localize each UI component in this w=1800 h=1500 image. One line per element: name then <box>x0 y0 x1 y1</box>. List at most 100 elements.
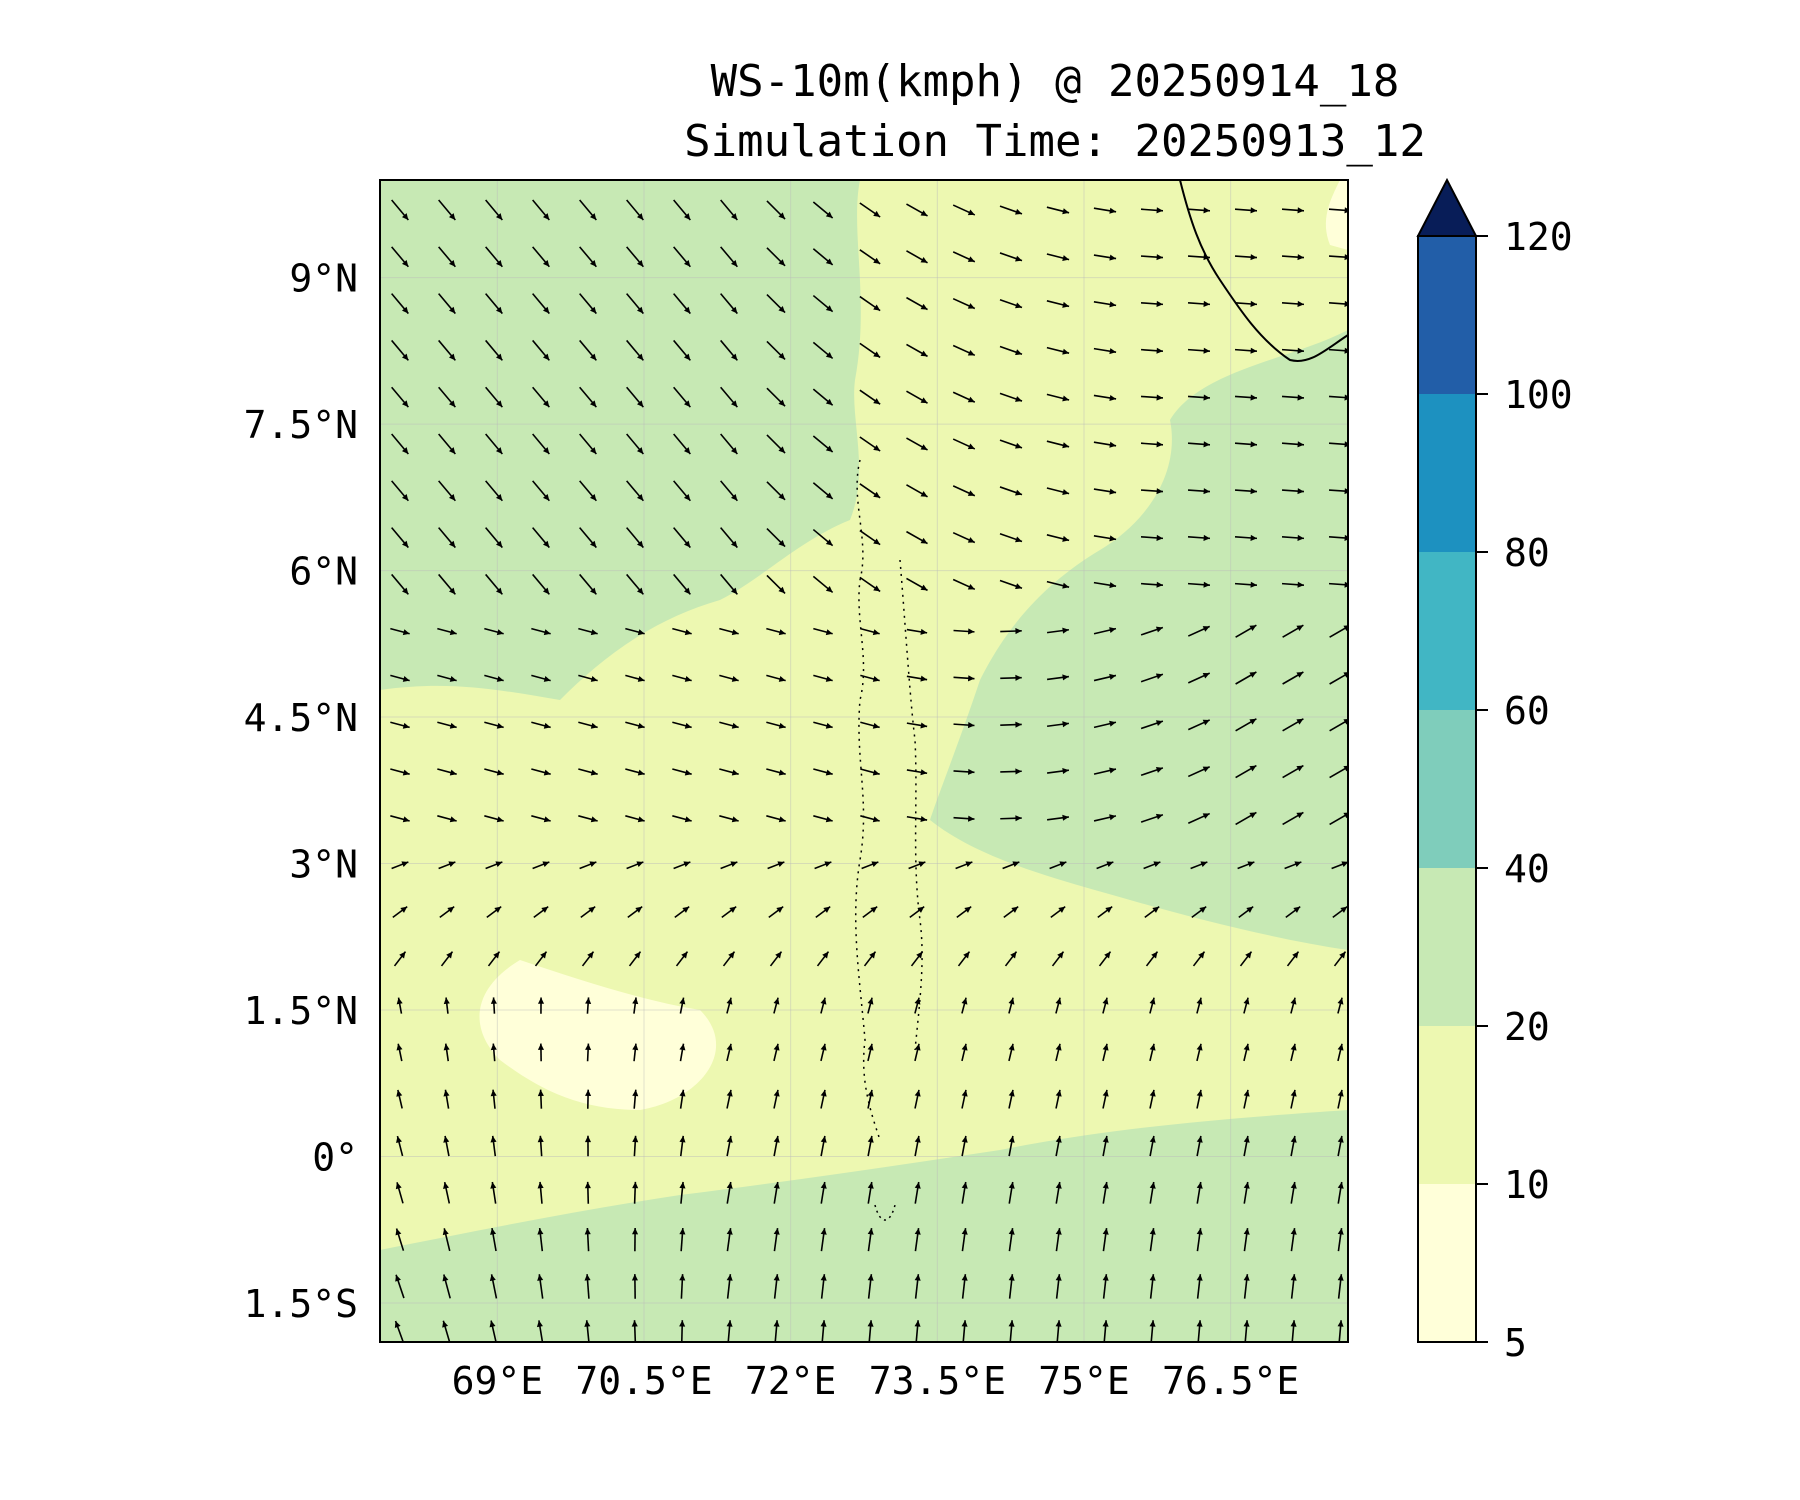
wind-arrow <box>1093 535 1117 542</box>
wind-arrow <box>1000 721 1022 728</box>
wind-arrow <box>396 1089 403 1109</box>
latitude-tick-label: 7.5°N <box>244 403 358 447</box>
wind-arrow <box>1282 624 1304 638</box>
wind-arrow <box>720 386 738 408</box>
wind-arrow <box>1140 441 1164 448</box>
wind-arrow <box>1329 718 1348 732</box>
wind-arrow <box>1337 1181 1344 1204</box>
wind-arrow <box>820 1274 827 1299</box>
wind-arrow <box>679 1043 686 1062</box>
wind-arrow <box>859 529 881 546</box>
wind-arrow <box>1102 1043 1109 1062</box>
wind-arrow <box>719 674 739 682</box>
wind-arrow <box>437 674 457 682</box>
wind-arrow <box>953 815 975 822</box>
wind-arrow <box>906 437 928 451</box>
wind-arrow <box>531 627 551 636</box>
colorbar-tick-label: 100 <box>1504 373 1573 417</box>
wind-vectors <box>390 199 1348 1342</box>
wind-arrow <box>532 339 550 361</box>
wind-arrow <box>906 769 928 776</box>
wind-arrow <box>1046 767 1070 775</box>
wind-arrow <box>1281 300 1305 307</box>
wind-arrow <box>632 1181 639 1204</box>
wind-arrow <box>1140 534 1164 541</box>
colorbar-band <box>1418 552 1476 710</box>
colorbar-tick-label: 10 <box>1504 1163 1550 1207</box>
wind-arrow <box>860 721 880 729</box>
wind-arrow <box>438 527 456 549</box>
wind-arrow <box>672 627 692 636</box>
wind-arrow <box>1290 1181 1297 1204</box>
wind-arrow <box>906 390 928 404</box>
wind-arrow <box>955 861 973 870</box>
wind-arrow <box>585 1089 592 1109</box>
wind-arrow <box>766 674 786 682</box>
wind-arrow <box>914 1043 921 1062</box>
wind-arrow <box>1329 765 1348 779</box>
wind-arrow <box>860 768 880 776</box>
wind-arrow <box>1149 1043 1156 1062</box>
wind-arrow <box>626 480 644 502</box>
wind-arrow <box>443 1089 450 1109</box>
wind-arrow <box>722 951 736 967</box>
wind-arrow <box>632 1089 639 1109</box>
wind-arrow <box>720 246 738 268</box>
wind-arrow <box>485 527 503 549</box>
wind-arrow <box>579 246 597 268</box>
wind-arrow <box>1000 628 1022 635</box>
wind-arrow <box>1243 1043 1250 1062</box>
wind-arrow <box>584 1181 591 1204</box>
wind-arrow <box>820 1043 827 1062</box>
wind-arrow <box>628 951 642 967</box>
wind-arrow <box>1187 347 1211 354</box>
wind-arrow <box>532 293 550 315</box>
coastline <box>1179 180 1348 362</box>
wind-arrow <box>626 246 644 268</box>
wind-arrow <box>1235 764 1257 779</box>
wind-arrow <box>392 905 408 919</box>
wind-arrow <box>1282 811 1304 826</box>
wind-arrow <box>438 433 456 455</box>
wind-arrow <box>1093 627 1117 635</box>
wind-arrow <box>1046 814 1070 821</box>
wind-arrow <box>1187 812 1211 824</box>
wind-arrow <box>673 293 691 315</box>
wind-arrow <box>999 579 1023 590</box>
colorbar-frame <box>1417 235 1477 1343</box>
wind-arrow <box>861 861 879 870</box>
wind-arrow <box>673 527 691 549</box>
wind-arrow <box>952 204 976 216</box>
wind-arrow <box>673 573 691 595</box>
wind-arrow <box>769 951 783 967</box>
wind-arrow <box>625 721 645 729</box>
wind-arrow <box>1239 951 1253 967</box>
wind-arrow <box>720 573 738 595</box>
wind-arrow <box>1329 812 1348 826</box>
wind-arrow <box>1093 581 1117 589</box>
wind-arrow <box>719 768 739 776</box>
wind-arrow <box>632 997 639 1014</box>
wind-arrow <box>1046 721 1070 728</box>
wind-arrow <box>532 199 550 221</box>
wind-arrow <box>1234 394 1258 401</box>
wind-arrow <box>438 573 456 595</box>
wind-arrow <box>1140 626 1164 636</box>
wind-arrow <box>396 1135 404 1157</box>
wind-arrow <box>486 905 502 919</box>
wind-arrow <box>1290 1227 1297 1252</box>
wind-arrow <box>726 1089 733 1109</box>
wind-arrow <box>1337 997 1344 1014</box>
wind-arrow <box>490 1181 497 1204</box>
wind-arrow <box>579 573 597 595</box>
wind-arrow <box>578 674 598 682</box>
wind-arrow <box>859 576 881 593</box>
wind-arrow <box>485 246 503 268</box>
wind-arrow <box>812 528 834 547</box>
wind-arrow <box>396 997 403 1014</box>
wind-arrow <box>1290 1043 1297 1062</box>
wind-arrow <box>766 200 786 220</box>
wind-arrow <box>1093 301 1117 308</box>
wind-arrow <box>813 627 833 636</box>
wind-arrow <box>1284 861 1302 870</box>
